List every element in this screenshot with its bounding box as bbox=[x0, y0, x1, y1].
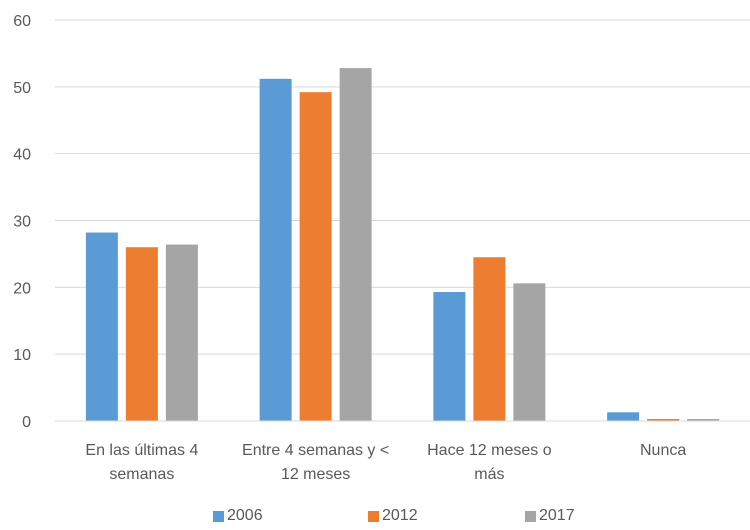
y-tick-label: 40 bbox=[13, 147, 31, 164]
x-category-label: 12 meses bbox=[281, 466, 350, 483]
gridlines bbox=[55, 19, 750, 355]
legend-swatch bbox=[213, 510, 224, 522]
y-tick-label: 20 bbox=[13, 280, 31, 297]
y-tick-label: 10 bbox=[13, 347, 31, 364]
bar-2012-3 bbox=[647, 418, 680, 421]
y-tick-label: 0 bbox=[22, 414, 31, 431]
x-category-label: Entre 4 semanas y < bbox=[242, 442, 389, 459]
y-tick-label: 30 bbox=[13, 214, 31, 231]
y-tick-label: 50 bbox=[13, 80, 31, 97]
bar-2017-3 bbox=[687, 418, 720, 421]
legend-swatch bbox=[368, 510, 379, 522]
legend-label: 2006 bbox=[227, 507, 263, 524]
legend: 2006 2012 2017 bbox=[0, 507, 750, 529]
bar-2012-0 bbox=[125, 247, 158, 421]
bar-2006-3 bbox=[607, 412, 640, 421]
bars bbox=[85, 68, 720, 422]
y-axis-ticks: 0 10 20 30 40 50 60 bbox=[13, 13, 31, 431]
legend-item-2006: 2006 bbox=[213, 507, 263, 525]
bar-2017-0 bbox=[165, 244, 198, 421]
x-category-label: semanas bbox=[109, 466, 174, 483]
x-category-label: En las últimas 4 bbox=[85, 442, 198, 459]
x-axis-labels: En las últimas 4 semanas Entre 4 semanas y… bbox=[85, 442, 686, 483]
y-tick-label: 60 bbox=[13, 13, 31, 30]
legend-item-2017: 2017 bbox=[525, 507, 575, 525]
x-category-label: más bbox=[474, 466, 504, 483]
bar-2012-1 bbox=[299, 92, 332, 422]
legend-swatch bbox=[525, 510, 536, 522]
x-category-label: Nunca bbox=[640, 442, 686, 459]
bar-2017-1 bbox=[339, 68, 372, 422]
x-category-label: Hace 12 meses o bbox=[427, 442, 552, 459]
legend-label: 2017 bbox=[539, 507, 575, 524]
bar-2006-1 bbox=[259, 78, 292, 422]
bar-2006-0 bbox=[85, 232, 118, 421]
bar-chart: 0 10 20 30 40 50 60 En las últimas 4 semanas Ent… bbox=[13, 13, 750, 483]
bar-2012-2 bbox=[473, 257, 506, 421]
bar-2006-2 bbox=[433, 292, 466, 421]
legend-item-2012: 2012 bbox=[368, 507, 418, 525]
bar-2017-2 bbox=[513, 283, 546, 421]
legend-label: 2012 bbox=[382, 507, 418, 524]
